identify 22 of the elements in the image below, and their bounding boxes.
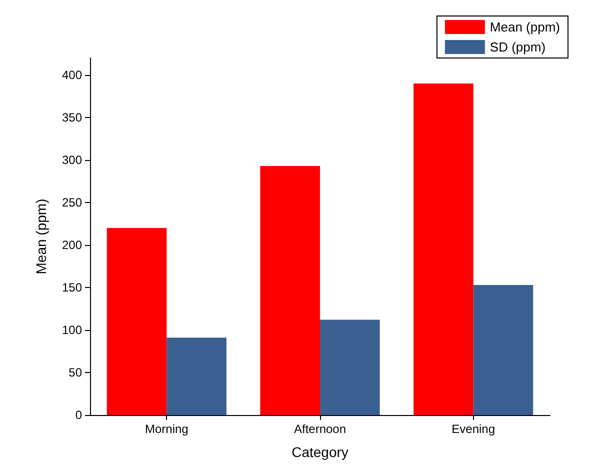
y-tick-label: 350 xyxy=(62,110,82,124)
x-tick-label: Evening xyxy=(452,422,496,436)
bar xyxy=(473,284,534,415)
y-axis-title: Mean (ppm) xyxy=(33,198,49,274)
y-tick-label: 150 xyxy=(62,280,82,294)
x-tick-label: Afternoon xyxy=(294,422,346,436)
bar xyxy=(414,84,474,415)
x-axis-title: Category xyxy=(292,444,348,460)
bar xyxy=(166,338,226,415)
x-tick-label: Morning xyxy=(144,422,188,436)
y-tick-label: 50 xyxy=(68,366,82,380)
legend-label: Mean (ppm) xyxy=(490,20,560,34)
y-tick-label: 200 xyxy=(62,238,82,252)
y-tick-label: 0 xyxy=(75,408,82,422)
y-tick-label: 300 xyxy=(62,153,82,167)
legend-label: SD (ppm) xyxy=(490,40,546,54)
y-tick-label: 250 xyxy=(62,196,82,210)
bar xyxy=(106,228,167,415)
y-tick-label: 100 xyxy=(62,323,82,337)
bar xyxy=(260,166,320,415)
bar xyxy=(320,320,380,415)
y-tick-label: 400 xyxy=(62,68,82,82)
